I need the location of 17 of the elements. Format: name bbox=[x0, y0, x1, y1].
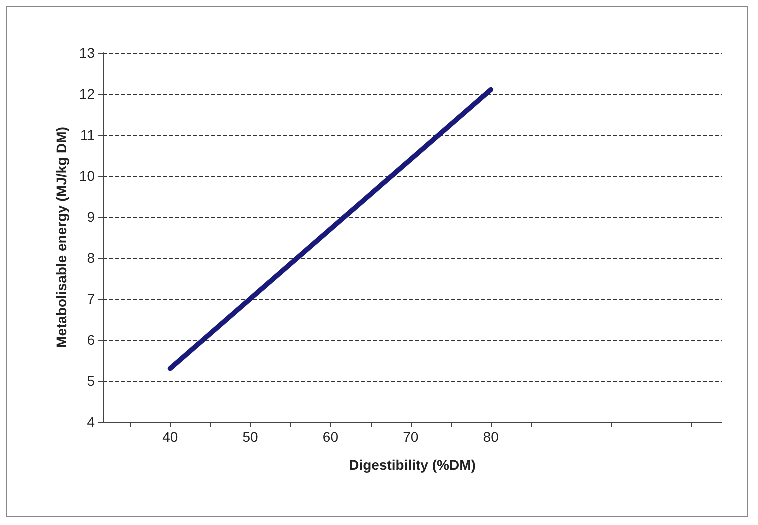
y-tick-label: 8 bbox=[87, 250, 96, 266]
x-tick-label: 40 bbox=[162, 429, 178, 445]
x-tick-label: 70 bbox=[403, 429, 419, 445]
x-axis-title: Digestibility (%DM) bbox=[349, 457, 476, 473]
y-tick-label: 6 bbox=[87, 332, 96, 348]
x-tick-label: 50 bbox=[242, 429, 259, 445]
x-tick-label: 80 bbox=[483, 429, 500, 445]
x-tick-label: 60 bbox=[322, 429, 339, 445]
y-tick-label: 7 bbox=[87, 291, 96, 307]
y-tick-label: 12 bbox=[79, 86, 96, 102]
y-tick-label: 11 bbox=[80, 127, 96, 143]
y-tick-label: 5 bbox=[87, 373, 96, 389]
y-tick-label: 4 bbox=[87, 414, 96, 430]
y-axis-title: Metabolisable energy (MJ/kg DM) bbox=[54, 127, 70, 348]
y-tick-label: 10 bbox=[79, 168, 96, 184]
y-tick-label: 13 bbox=[79, 45, 96, 61]
y-tick-label: 9 bbox=[87, 209, 96, 225]
